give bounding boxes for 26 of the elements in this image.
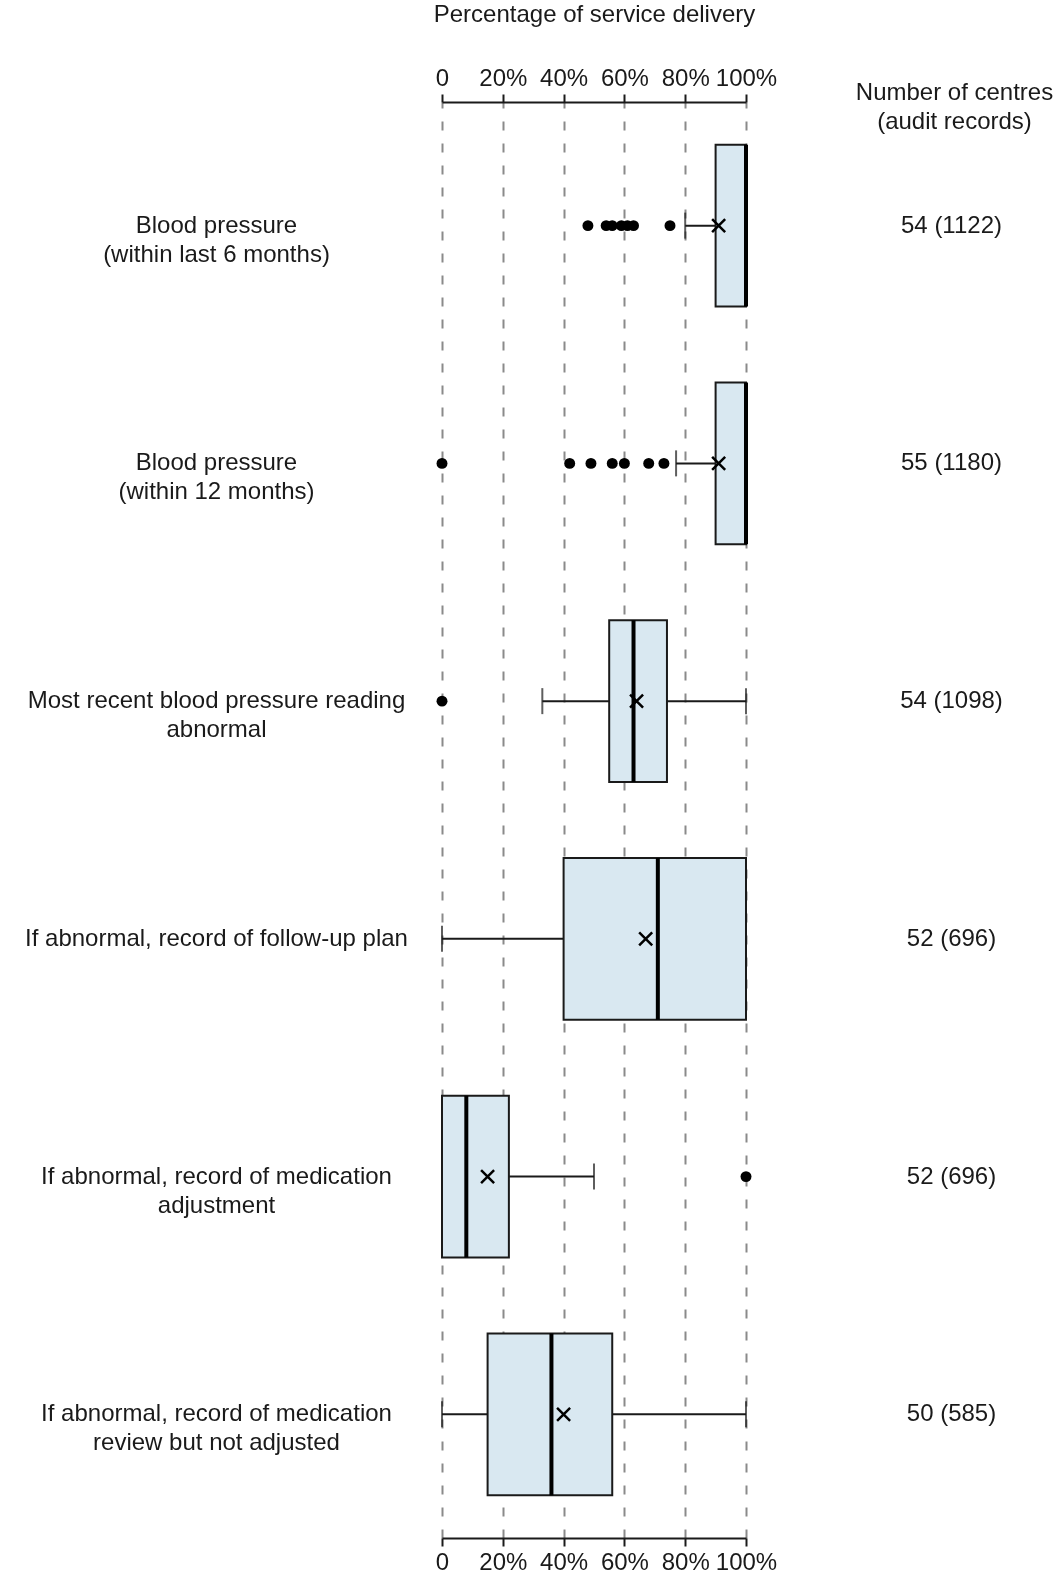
y2-tick-label: 50 (585) [906, 1399, 997, 1427]
x-tick-label: 20% [479, 1547, 528, 1575]
x2-tick-label: 40% [540, 63, 589, 91]
y2-tick-label: 54 (1098) [900, 686, 1003, 714]
x-tick-label: 80% [661, 1547, 710, 1575]
y-tick-label: If abnormal, record of follow-up plan [25, 923, 408, 951]
y-tick-label: If abnormal, record of medication adjustment [41, 1161, 392, 1218]
x-tick-label: 0 [435, 1547, 450, 1575]
y-tick-label: If abnormal, record of medication review but not adjusted [41, 1399, 392, 1456]
x2-tick-label: 60% [600, 63, 649, 91]
y-tick-label: Most recent blood pressure reading abnormal [27, 686, 406, 743]
y2-tick-label: 54 (1122) [901, 210, 1002, 238]
x2-axis-title: Percentage of service delivery [433, 0, 756, 27]
y2-tick-label: 52 (696) [906, 1161, 997, 1189]
x2-tick-label: 80% [661, 63, 710, 91]
x2-tick-label: 0 [435, 63, 450, 91]
y2-tick-label: 55 (1180) [901, 448, 1002, 476]
y2-tick-label: 52 (696) [906, 923, 997, 951]
y-tick-label: Blood pressure (within last 6 months) [103, 210, 330, 267]
x2-tick-label: 20% [479, 63, 528, 91]
y-tick-label: Blood pressure (within 12 months) [118, 448, 315, 505]
x-tick-label: 100% [715, 1547, 778, 1575]
y2-axis-title: Number of centres (audit records) [855, 77, 1054, 134]
x-tick-label: 60% [600, 1547, 649, 1575]
x-tick-label: 40% [540, 1547, 589, 1575]
x2-tick-label: 100% [715, 63, 778, 91]
